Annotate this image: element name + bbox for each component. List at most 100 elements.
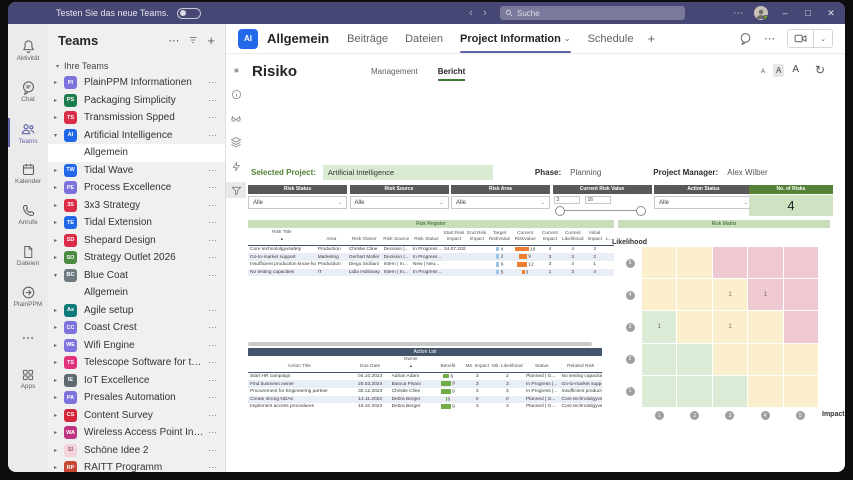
caret-open-icon[interactable]: ▾ (54, 132, 58, 139)
refresh-icon[interactable]: ↻ (814, 63, 825, 77)
team-item[interactable]: ▸ PI PlainPPM Informationen ⋯ (48, 74, 225, 92)
info-icon[interactable] (226, 86, 246, 102)
team-more-icon[interactable]: ⋯ (208, 304, 217, 315)
caret-closed-icon[interactable]: ▸ (54, 395, 58, 402)
team-more-icon[interactable]: ⋯ (208, 444, 217, 455)
team-item[interactable]: ▸ WA Wireless Access Point Installation ⋯ (48, 424, 225, 442)
table-row[interactable]: Procurement for Engineering partner 30.12… (248, 388, 602, 396)
column-header[interactable]: Current Impact (538, 229, 561, 246)
font-size-large-button[interactable]: A (792, 64, 799, 75)
table-row[interactable]: Core technololgyvsafety Production Christi… (248, 245, 614, 253)
filter-dropdown[interactable]: Alle ⌄ (248, 196, 347, 209)
caret-closed-icon[interactable]: ▸ (54, 325, 58, 332)
caret-closed-icon[interactable]: ▸ (54, 202, 58, 209)
sidebar-filter-icon[interactable] (188, 35, 198, 45)
team-item[interactable]: ▸ SO Strategy Outlet 2026 ⋯ (48, 249, 225, 267)
team-item[interactable]: ▸ SD Shepard Design ⋯ (48, 232, 225, 250)
selected-project-value[interactable]: Artificial Intelligence (322, 164, 493, 180)
team-item[interactable]: ▸ TW Tidal Wave ⋯ (48, 162, 225, 180)
team-more-icon[interactable]: ⋯ (208, 357, 217, 368)
tab-dateien[interactable]: Dateien (405, 32, 444, 45)
caret-closed-icon[interactable]: ▸ (54, 220, 58, 227)
forward-button[interactable]: › (483, 7, 487, 19)
caret-closed-icon[interactable]: ▸ (54, 80, 58, 87)
table-row[interactable]: Insufficient production know-hov Producti… (248, 261, 614, 269)
glasses-icon[interactable] (226, 110, 246, 126)
tab-schedule[interactable]: Schedule (587, 32, 634, 45)
team-more-icon[interactable]: ⋯ (208, 94, 217, 105)
new-teams-toggle[interactable] (176, 7, 201, 19)
column-header[interactable]: Mit. Likelihood (490, 356, 525, 373)
caret-open-icon[interactable]: ▾ (54, 272, 58, 279)
team-item[interactable]: ▸ CS Content Survey ⋯ (48, 407, 225, 425)
team-item[interactable]: ▸ TE Tidal Extension ⋯ (48, 214, 225, 232)
caret-closed-icon[interactable]: ▸ (54, 360, 58, 367)
team-item[interactable]: ▸ PA Presales Automation ⋯ (48, 389, 225, 407)
team-more-icon[interactable]: ⋯ (208, 427, 217, 438)
caret-closed-icon[interactable]: ▸ (54, 430, 58, 437)
column-header[interactable]: Mit. Impact (463, 356, 491, 373)
table-row[interactable]: Start HR campaign 04.10.2023 Adrian Adam 6 3… (248, 372, 602, 380)
team-more-icon[interactable]: ⋯ (208, 77, 217, 88)
channel-item[interactable]: Allgemein (48, 144, 225, 162)
square-icon[interactable] (226, 62, 246, 78)
slider-handle-max[interactable] (635, 205, 646, 216)
caret-closed-icon[interactable]: ▸ (54, 185, 58, 192)
layers-icon[interactable] (226, 134, 246, 150)
column-header[interactable]: Benefit (432, 356, 464, 373)
team-more-icon[interactable]: ⋯ (208, 409, 217, 420)
column-header[interactable]: Status (524, 356, 560, 373)
rail-item-anrufe[interactable]: Anrufe (8, 194, 48, 235)
tab-project-information[interactable]: Project Information ⌄ (460, 24, 571, 53)
close-button[interactable]: ✕ (827, 7, 835, 18)
team-item[interactable]: ▸ WE Wifi Engine ⋯ (48, 337, 225, 355)
font-size-small-button[interactable]: A (760, 69, 765, 75)
filter-dropdown[interactable]: Alle ⌄ (654, 196, 753, 209)
team-more-icon[interactable]: ⋯ (208, 339, 217, 350)
team-more-icon[interactable]: ⋯ (208, 374, 217, 385)
horizontal-scrollbar[interactable] (248, 342, 592, 346)
rail-item-teams[interactable]: Teams (8, 112, 48, 153)
team-item[interactable]: ▸ RP RAITT Programm ⋯ (48, 459, 225, 472)
back-button[interactable]: ‹ (469, 7, 473, 19)
caret-closed-icon[interactable]: ▸ (54, 465, 58, 472)
team-item[interactable]: ▸ TS Transmission Spped ⋯ (48, 109, 225, 127)
caret-closed-icon[interactable]: ▸ (54, 255, 58, 262)
caret-closed-icon[interactable]: ▸ (54, 377, 58, 384)
caret-closed-icon[interactable]: ▸ (54, 342, 58, 349)
team-more-icon[interactable]: ⋯ (208, 164, 217, 175)
team-more-icon[interactable]: ⋯ (208, 462, 217, 472)
risk-register-table[interactable]: Risk Title ▲ Area Risk Owner Risk Source Risk… (248, 229, 614, 277)
team-item[interactable]: ▸ As Agile setup ⋯ (48, 302, 225, 320)
column-header[interactable]: Due Date (350, 356, 390, 373)
team-more-icon[interactable]: ⋯ (208, 182, 217, 193)
team-more-icon[interactable]: ⋯ (208, 252, 217, 263)
user-avatar[interactable] (754, 6, 768, 20)
filter-icon[interactable] (226, 182, 246, 198)
team-item[interactable]: ▸ PS Packaging Simplicity ⋯ (48, 92, 225, 110)
table-row[interactable]: Implement access procedures 18.10.2023 Deb… (248, 403, 602, 411)
font-size-medium-button[interactable]: A (772, 64, 785, 77)
column-header[interactable]: L... (604, 229, 614, 246)
team-more-icon[interactable]: ⋯ (208, 234, 217, 245)
filter-range-slider[interactable]: 3 16 (553, 194, 652, 218)
rail-item-dateien[interactable]: Dateien (8, 235, 48, 276)
filter-dropdown[interactable]: Alle ⌄ (451, 196, 550, 209)
caret-closed-icon[interactable]: ▸ (54, 97, 58, 104)
team-item[interactable]: ▾ AI Artificial Intelligence ⋯ (48, 127, 225, 145)
tab-bericht[interactable]: Bericht (437, 67, 466, 81)
caret-closed-icon[interactable]: ▸ (54, 307, 58, 314)
maximize-button[interactable]: □ (805, 8, 811, 18)
team-item[interactable]: ▸ SI Schöne Idee 2 ⋯ (48, 442, 225, 460)
table-row[interactable]: Find business owner 20.03.2024 Bianca Pisa… (248, 380, 602, 388)
meet-now-button[interactable]: ⌄ (787, 29, 833, 48)
range-min-input[interactable]: 3 (553, 196, 580, 204)
column-header[interactable]: Start Risk Impact (441, 229, 466, 246)
channel-item[interactable]: Allgemein (48, 284, 225, 302)
column-header[interactable]: Area (315, 229, 347, 246)
rail-item-plainppm[interactable]: PlainPPM (8, 276, 48, 317)
meet-dropdown-chevron-icon[interactable]: ⌄ (813, 30, 832, 47)
rail-item-apps[interactable]: Apps (8, 358, 48, 399)
rail-item-more[interactable] (8, 317, 48, 358)
your-teams-caret-icon[interactable]: ▾ (56, 63, 60, 70)
